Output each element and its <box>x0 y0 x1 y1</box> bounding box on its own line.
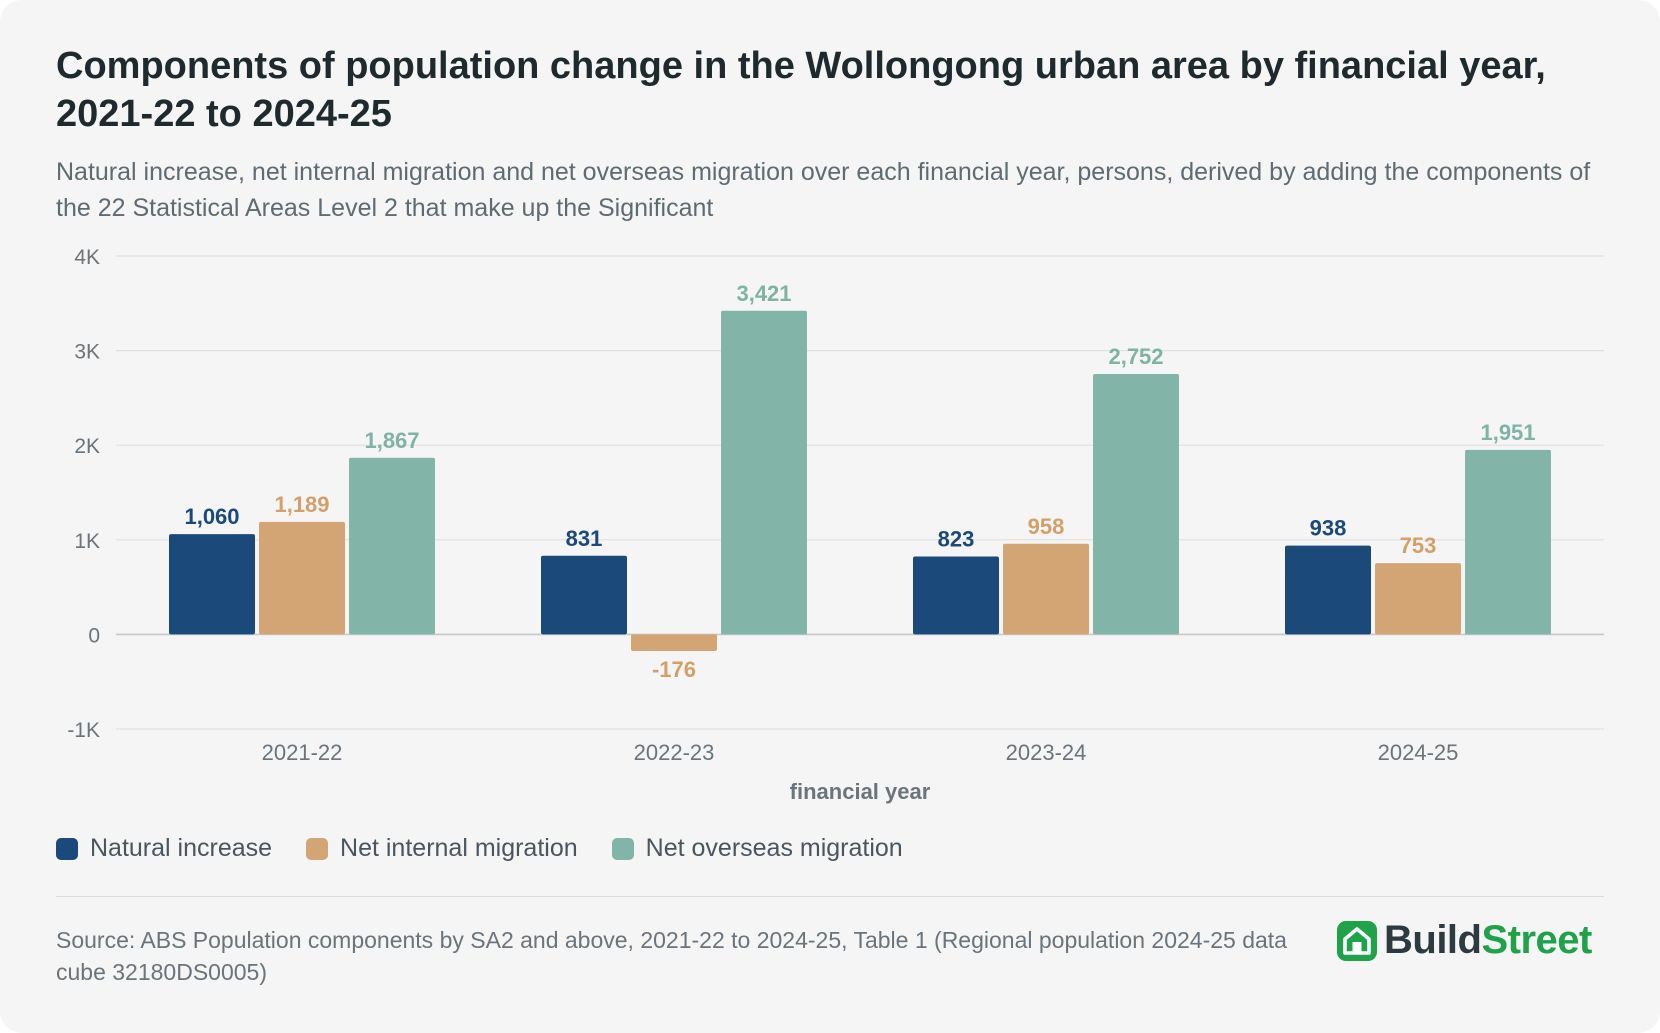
data-label: 958 <box>1028 514 1065 539</box>
y-tick-label: 1K <box>74 530 100 553</box>
source-note: Source: ABS Population components by SA2… <box>56 927 1287 985</box>
footer-divider <box>56 896 1604 897</box>
logo-text-build: Build <box>1384 918 1482 962</box>
bar[interactable] <box>259 521 345 635</box>
legend-swatch-net-overseas-migration <box>611 837 634 860</box>
bar[interactable] <box>1285 545 1371 635</box>
y-tick-label: 3K <box>74 341 100 364</box>
y-tick-label: 0 <box>88 624 100 647</box>
bar[interactable] <box>1003 543 1089 635</box>
data-label: 753 <box>1400 533 1437 558</box>
bar[interactable] <box>169 534 255 635</box>
house-icon <box>1337 920 1377 961</box>
y-tick-label: 4K <box>74 246 100 269</box>
bar[interactable] <box>1465 449 1551 635</box>
legend-item-net-internal-migration[interactable]: Net internal migration <box>306 834 578 863</box>
bar[interactable] <box>1093 374 1179 635</box>
data-label: 1,867 <box>364 428 419 453</box>
legend-swatch-net-internal-migration <box>306 837 329 860</box>
data-label: 831 <box>566 526 603 551</box>
legend-swatch-natural-increase <box>56 837 78 860</box>
x-tick-label: 2023-24 <box>1006 740 1087 765</box>
bar[interactable] <box>721 310 807 635</box>
x-axis-title: financial year <box>790 779 931 804</box>
chart-legend: Natural increase Net internal migration … <box>56 834 903 863</box>
bar[interactable] <box>349 457 435 635</box>
legend-label: Natural increase <box>90 834 273 862</box>
data-label: 2,752 <box>1108 344 1163 369</box>
x-tick-label: 2022-23 <box>634 740 715 765</box>
bar[interactable] <box>541 555 627 635</box>
data-label: 1,060 <box>184 504 239 529</box>
data-label: 1,951 <box>1480 420 1535 445</box>
chart-subtitle: Natural increase, net internal migration… <box>56 158 1591 222</box>
data-label: 3,421 <box>736 281 791 306</box>
chart-title: Components of population change in the W… <box>56 45 1546 135</box>
y-tick-label: 2K <box>74 435 100 458</box>
bar[interactable] <box>913 556 999 635</box>
data-label: 823 <box>938 527 975 552</box>
buildstreet-logo[interactable]: BuildStreet <box>1336 918 1592 963</box>
legend-label: Net overseas migration <box>645 834 903 862</box>
x-tick-label: 2024-25 <box>1378 740 1459 765</box>
legend-label: Net internal migration <box>340 834 578 862</box>
legend-item-net-overseas-migration[interactable]: Net overseas migration <box>611 834 903 863</box>
y-tick-label: -1K <box>67 719 100 742</box>
bar-chart: -1K 0 1K 2K 3K 4K 1,060 1,189 1,867 2021-22 831 -17… <box>67 246 1604 804</box>
logo-text-street: Street <box>1481 918 1592 962</box>
bar[interactable] <box>1375 563 1461 635</box>
data-label: -176 <box>652 657 696 682</box>
data-label: 1,189 <box>274 492 329 517</box>
x-tick-label: 2021-22 <box>262 740 343 765</box>
legend-item-natural-increase[interactable]: Natural increase <box>56 834 272 863</box>
data-label: 938 <box>1310 516 1347 541</box>
bar[interactable] <box>631 634 717 652</box>
